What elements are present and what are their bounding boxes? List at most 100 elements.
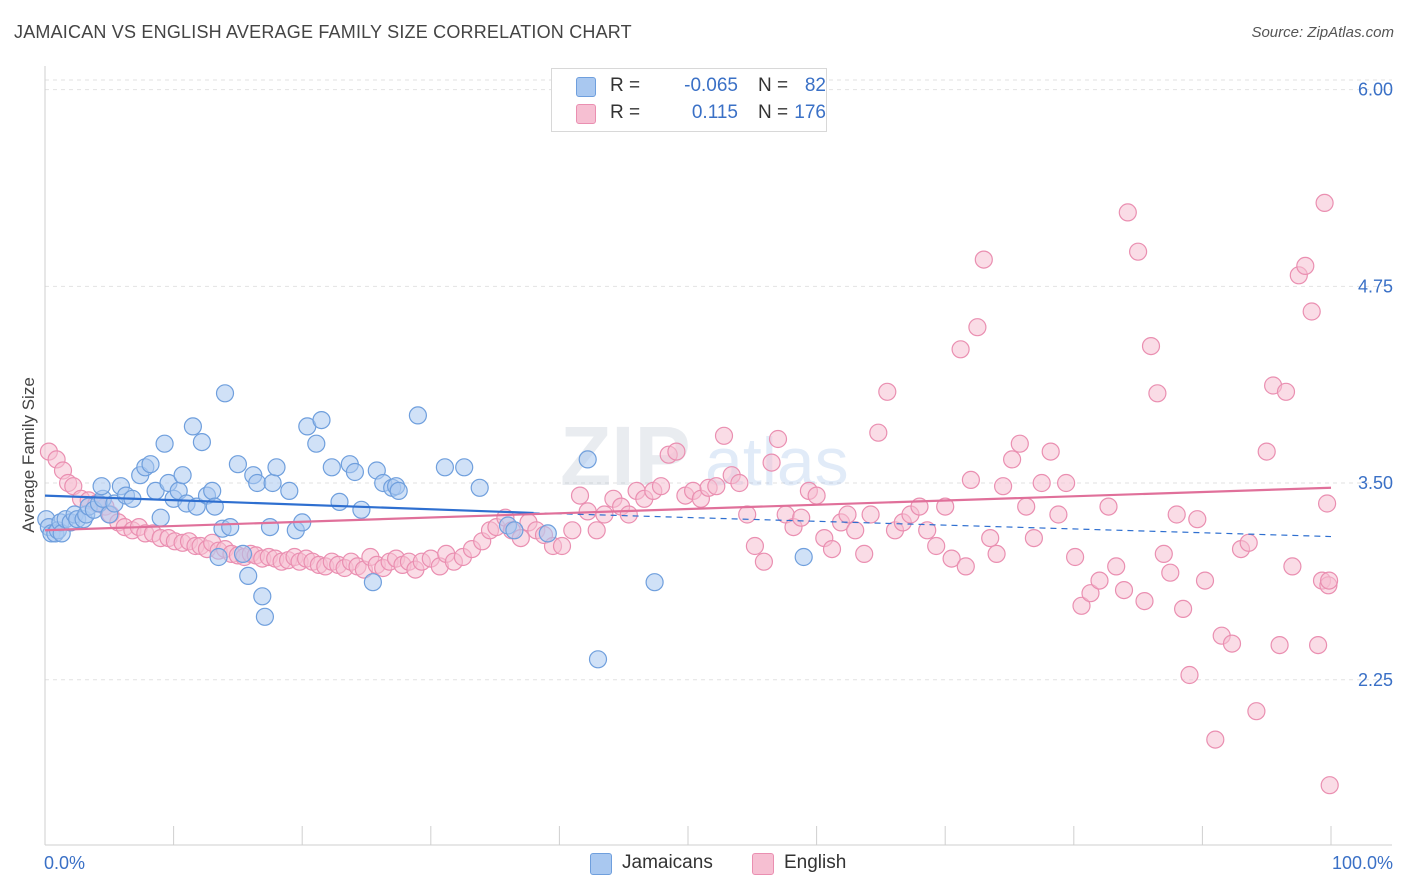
legend-r-label: R = xyxy=(610,75,641,96)
english-point xyxy=(993,477,1013,496)
english-point xyxy=(1099,497,1118,516)
jamaicans-point xyxy=(255,607,274,626)
legend-r-label: R = xyxy=(610,102,641,123)
english-point xyxy=(1188,510,1207,529)
english-point xyxy=(822,539,842,559)
legend-n-label: N = xyxy=(758,75,789,96)
english-point xyxy=(1081,584,1100,603)
english-point xyxy=(1148,384,1167,403)
english-point xyxy=(563,521,582,540)
english-label: English xyxy=(784,852,847,873)
english-point xyxy=(918,521,937,540)
english-point xyxy=(1247,702,1266,721)
english-point xyxy=(1114,580,1134,600)
jamaicans-point xyxy=(267,458,286,477)
english-point xyxy=(968,318,987,337)
english-point xyxy=(1317,494,1337,513)
jamaicans-point xyxy=(203,481,222,500)
english-point xyxy=(1283,557,1302,576)
english-point xyxy=(745,536,765,556)
english-point xyxy=(861,505,880,524)
english-point xyxy=(1206,730,1225,749)
english-point xyxy=(1173,599,1193,619)
english-point xyxy=(1072,596,1091,615)
y-tick-label-1: 3.50 xyxy=(1358,473,1393,493)
chart-title: JAMAICAN VS ENGLISH AVERAGE FAMILY SIZE … xyxy=(14,22,632,42)
english-point xyxy=(1141,337,1161,356)
english-point xyxy=(1195,571,1215,590)
jamaicans-point xyxy=(505,521,524,540)
english-point xyxy=(1276,382,1296,401)
jamaicans-swatch xyxy=(590,853,612,875)
tick-labels: 2.25 3.50 4.75 6.00 0.0% 100.0% xyxy=(44,80,1393,873)
english-point xyxy=(552,536,572,556)
english-point xyxy=(974,250,993,269)
english-point xyxy=(1107,557,1126,576)
jamaicans-point xyxy=(155,434,174,453)
jamaicans-label: Jamaicans xyxy=(622,852,713,873)
jamaicans-point xyxy=(233,544,253,564)
english-point xyxy=(807,486,826,505)
english-point xyxy=(1296,256,1315,275)
english-point xyxy=(1056,473,1076,493)
jamaicans-point xyxy=(239,566,258,586)
english-point xyxy=(1065,547,1085,567)
trendlines xyxy=(44,486,1332,538)
jamaicans-point xyxy=(263,473,282,493)
y-tick-label-2: 4.75 xyxy=(1358,276,1393,296)
jamaicans-point xyxy=(345,462,364,482)
legend-n-value: 176 xyxy=(794,102,826,123)
jamaicans-point xyxy=(192,433,211,452)
correlation-legend: R = -0.065 N = 82 R = 0.115 N = 176 xyxy=(551,68,827,132)
english-point xyxy=(961,470,981,489)
english-point xyxy=(707,477,726,496)
english-point xyxy=(1032,473,1051,493)
english-point xyxy=(942,549,961,568)
jamaicans-point xyxy=(470,478,489,497)
english-point xyxy=(1017,497,1036,516)
legend-r-value: 0.115 xyxy=(691,102,738,123)
english-point xyxy=(1002,450,1022,469)
english-points xyxy=(39,193,1339,795)
source-credit: Source: ZipAtlas.com xyxy=(1251,24,1394,41)
english-point xyxy=(1319,571,1339,590)
jamaicans-point xyxy=(794,547,813,567)
jamaicans-point xyxy=(408,406,427,425)
jamaicans-point xyxy=(455,458,474,477)
english-point xyxy=(587,521,606,540)
english-point xyxy=(738,505,757,524)
jamaicans-point xyxy=(253,587,272,606)
y-tick-label-0: 2.25 xyxy=(1358,670,1393,690)
y-tick-label-3: 6.00 xyxy=(1358,80,1393,100)
jamaicans-trendline-extension xyxy=(533,512,1332,538)
english-point xyxy=(792,508,811,527)
jamaicans-point xyxy=(330,492,349,511)
english-swatch xyxy=(752,853,774,875)
english-point xyxy=(667,442,686,461)
jamaican-points xyxy=(37,384,813,669)
english-point xyxy=(1090,571,1109,590)
legend-n-value: 82 xyxy=(804,75,826,96)
legend-swatch-pink xyxy=(576,104,596,124)
jamaicans-trendline xyxy=(44,494,534,515)
english-point xyxy=(1041,442,1060,461)
jamaicans-point xyxy=(141,455,160,474)
english-point xyxy=(754,552,774,571)
english-point xyxy=(956,557,975,576)
english-point xyxy=(1239,533,1258,552)
english-point xyxy=(1010,434,1029,453)
x-tick-label-min: 0.0% xyxy=(44,853,85,873)
jamaicans-point xyxy=(363,573,382,592)
jamaicans-point xyxy=(312,411,331,430)
english-point xyxy=(927,536,946,556)
jamaicans-point xyxy=(151,508,170,527)
legend-n-label: N = xyxy=(758,102,789,123)
legend-swatch-blue xyxy=(576,77,596,97)
english-point xyxy=(730,473,749,493)
english-point xyxy=(768,429,788,449)
english-point xyxy=(1135,591,1154,611)
english-trendline xyxy=(44,486,1332,532)
y-axis-label: Average Family Size xyxy=(19,377,38,533)
english-point xyxy=(570,486,590,505)
